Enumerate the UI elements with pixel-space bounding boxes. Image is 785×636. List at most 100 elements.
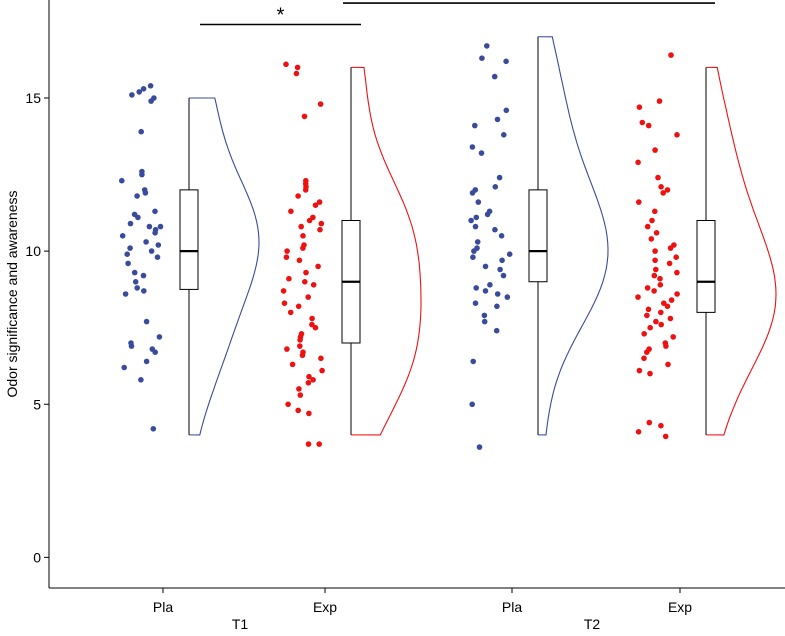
data-point	[641, 355, 647, 362]
data-point	[148, 98, 154, 104]
data-point	[121, 364, 127, 371]
data-point	[473, 285, 480, 291]
data-point	[636, 199, 642, 205]
data-point	[473, 214, 480, 221]
density-cloud-t2-exp	[705, 66, 777, 436]
data-point	[297, 337, 303, 343]
data-point	[289, 361, 296, 368]
data-point	[471, 248, 477, 254]
y-tick-label: 0	[33, 549, 41, 565]
data-point	[474, 239, 481, 245]
x-tick-label: Exp	[668, 599, 692, 615]
density-cloud-t2-pla	[537, 36, 609, 436]
data-point	[306, 217, 313, 224]
data-point	[653, 318, 659, 325]
data-point	[283, 254, 290, 260]
data-point	[492, 226, 498, 233]
data-point	[491, 73, 498, 80]
data-point	[306, 373, 312, 380]
data-point	[315, 263, 321, 270]
data-point	[131, 269, 138, 276]
data-point	[651, 288, 657, 294]
data-point	[134, 285, 140, 291]
data-point	[647, 324, 653, 331]
data-point	[482, 263, 489, 270]
data-point	[316, 441, 323, 447]
data-point	[668, 52, 674, 58]
data-point	[493, 327, 500, 334]
data-point	[476, 444, 483, 450]
data-point	[472, 122, 478, 129]
data-point	[652, 147, 658, 153]
data-point	[664, 187, 671, 193]
y-tick-label: 5	[33, 396, 41, 412]
data-point	[286, 275, 292, 282]
data-point	[481, 312, 488, 319]
data-point	[494, 291, 501, 297]
data-point	[297, 343, 303, 349]
data-point	[667, 315, 674, 322]
data-point	[302, 279, 308, 285]
data-point	[500, 272, 507, 279]
data-point	[148, 248, 155, 254]
data-point	[468, 217, 474, 224]
data-point	[295, 303, 302, 310]
data-point	[128, 343, 135, 349]
density-cloud-t1-pla	[188, 97, 260, 436]
data-point	[494, 116, 501, 123]
data-point	[482, 288, 489, 294]
data-point	[469, 190, 476, 196]
data-point	[647, 370, 653, 377]
data-point	[154, 254, 161, 260]
data-point	[127, 245, 133, 251]
group-label: T1	[232, 616, 249, 631]
data-point	[639, 119, 646, 126]
data-point	[646, 419, 653, 426]
data-point	[652, 257, 658, 264]
data-point	[319, 367, 325, 374]
data-point	[492, 184, 499, 190]
data-point	[635, 429, 642, 435]
data-point	[496, 174, 503, 181]
data-point	[310, 377, 316, 383]
data-point	[134, 193, 140, 199]
data-point	[658, 309, 664, 316]
data-point	[472, 223, 479, 230]
data-point	[497, 266, 503, 273]
group-label: T2	[584, 616, 601, 631]
data-point	[157, 223, 164, 230]
data-point	[470, 254, 476, 260]
data-point	[305, 294, 312, 300]
data-point	[152, 230, 158, 236]
significance-label: *	[277, 5, 285, 27]
data-point	[303, 269, 309, 276]
axis-labels: Odor significance and awareness Pla Exp T1 P…	[4, 190, 692, 632]
data-point	[484, 211, 491, 218]
data-point	[147, 83, 154, 89]
data-point	[479, 55, 485, 61]
data-point	[152, 349, 158, 356]
data-point	[663, 343, 669, 349]
data-point	[667, 245, 674, 251]
data-point	[657, 282, 664, 288]
data-point	[296, 257, 303, 264]
y-tick-label: 10	[25, 243, 41, 259]
data-point	[294, 64, 301, 71]
box	[696, 220, 716, 313]
data-point	[306, 410, 312, 417]
data-point	[143, 358, 150, 365]
data-point	[297, 392, 304, 398]
data-point	[305, 380, 312, 386]
data-point	[665, 361, 671, 368]
data-point	[644, 312, 650, 319]
significance-label: *	[525, 0, 533, 5]
data-point	[127, 220, 134, 227]
data-point	[498, 233, 505, 239]
data-point	[499, 257, 505, 264]
data-point	[504, 294, 511, 300]
data-point	[287, 309, 294, 316]
data-point	[156, 334, 163, 340]
data-point	[119, 177, 125, 184]
data-point	[300, 245, 306, 251]
density-clouds	[188, 36, 777, 436]
